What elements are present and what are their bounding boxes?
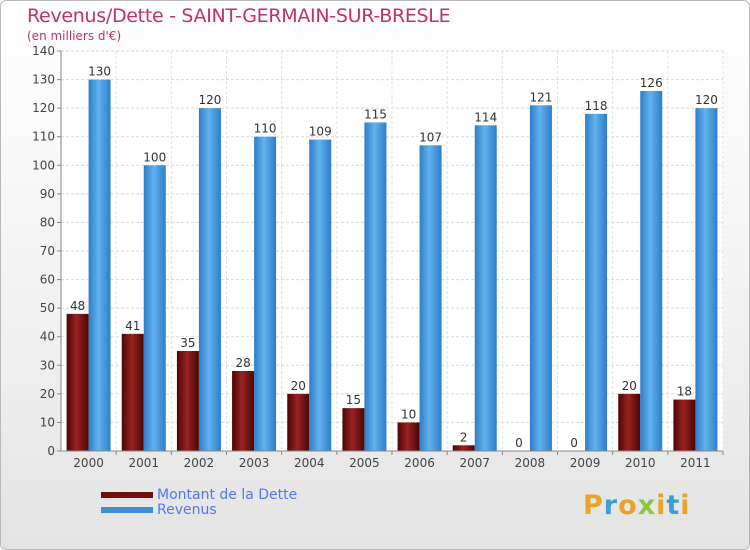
y-tick-label: 140: [32, 44, 55, 58]
x-tick-label: 2005: [349, 456, 380, 470]
bar-dette: [66, 313, 89, 451]
value-label: 20: [291, 379, 306, 393]
logo-letter: P: [583, 490, 604, 521]
value-label: 120: [198, 93, 221, 107]
value-label: 114: [474, 110, 497, 124]
y-tick-label: 110: [32, 130, 55, 144]
bar-revenus: [640, 91, 663, 451]
y-tick-label: 130: [32, 73, 55, 87]
x-tick-label: 2007: [459, 456, 490, 470]
y-tick-label: 10: [40, 415, 55, 429]
x-tick-label: 2000: [73, 456, 104, 470]
bar-revenus: [143, 165, 166, 452]
y-tick-label: 80: [40, 215, 55, 229]
y-tick-label: 60: [40, 273, 55, 287]
chart-subtitle: (en milliers d'€): [27, 29, 122, 43]
bar-dette: [673, 399, 696, 451]
value-label: 20: [622, 379, 637, 393]
bar-dette: [342, 408, 365, 451]
legend-item-dette: Montant de la Dette: [101, 486, 298, 503]
logo-letter: x: [637, 490, 657, 521]
value-label: 0: [515, 436, 523, 450]
legend: Montant de la Dette Revenus: [101, 486, 298, 518]
value-label: 120: [695, 93, 718, 107]
grid: [60, 50, 724, 452]
bar-revenus: [695, 108, 718, 452]
bar-revenus: [364, 122, 387, 451]
logo-letter: i: [656, 490, 667, 521]
value-label: 35: [180, 336, 195, 350]
value-label: 2: [460, 430, 468, 444]
legend-item-revenus: Revenus: [101, 501, 297, 518]
value-label: 130: [88, 65, 111, 79]
bar-dette: [618, 393, 641, 451]
bar-revenus: [254, 136, 277, 451]
bar-dette: [232, 371, 255, 451]
y-tick-label: 0: [47, 444, 55, 458]
y-tick-label: 20: [40, 387, 55, 401]
value-label: 10: [401, 407, 416, 421]
value-label: 0: [570, 436, 578, 450]
bar-dette: [121, 333, 144, 451]
logo-letter: i: [680, 490, 691, 521]
y-tick-label: 120: [32, 101, 55, 115]
x-tick-label: 2002: [184, 456, 215, 470]
bar-dette: [176, 351, 199, 451]
value-label: 126: [640, 76, 663, 90]
bar-revenus: [474, 125, 497, 452]
x-tick-label: 2010: [625, 456, 656, 470]
logo-letter: r: [603, 490, 619, 521]
value-label: 28: [235, 356, 250, 370]
bars: [66, 79, 718, 452]
x-tick-label: 2009: [570, 456, 601, 470]
y-tick-label: 90: [40, 187, 55, 201]
bar-revenus: [529, 105, 552, 452]
value-label: 121: [529, 90, 552, 104]
value-label: 107: [419, 130, 442, 144]
value-labels: 48 130 41 100 35 120 28 110 20 109 15 115 10 107 2 114 0…: [70, 65, 718, 450]
value-label: 109: [309, 125, 332, 139]
y-tick-label: 50: [40, 301, 55, 315]
chart-title: Revenus/Dette - SAINT-GERMAIN-SUR-BRESLE: [27, 5, 451, 27]
x-tick-label: 2006: [404, 456, 435, 470]
legend-label-dette: Montant de la Dette: [157, 486, 298, 503]
x-tick-label: 2001: [128, 456, 159, 470]
bar-dette: [287, 393, 310, 451]
legend-label-revenus: Revenus: [157, 501, 217, 518]
y-tick-label: 70: [40, 244, 55, 258]
x-tick-label: 2011: [680, 456, 711, 470]
logo-letter: o: [618, 490, 638, 521]
bar-revenus: [88, 79, 111, 452]
value-label: 41: [125, 319, 140, 333]
value-label: 100: [143, 150, 166, 164]
value-label: 15: [346, 393, 361, 407]
bar-dette: [397, 422, 420, 451]
x-tick-label: 2004: [294, 456, 325, 470]
value-label: 48: [70, 299, 85, 313]
bar-revenus: [309, 139, 332, 452]
x-tick-label: 2008: [515, 456, 546, 470]
value-label: 18: [677, 385, 692, 399]
y-tick-label: 30: [40, 358, 55, 372]
value-label: 115: [364, 107, 387, 121]
logo-letter: t: [666, 490, 681, 521]
x-tick-label: 2003: [239, 456, 270, 470]
bar-dette: [452, 445, 475, 451]
value-label: 110: [254, 122, 277, 136]
bar-revenus: [585, 113, 608, 451]
y-tick-label: 100: [32, 158, 55, 172]
proxiti-logo: Proxiti: [583, 490, 691, 521]
legend-swatch-dette: [101, 491, 153, 498]
bar-revenus: [419, 145, 442, 452]
value-label: 118: [585, 99, 608, 113]
y-tick-label: 40: [40, 330, 55, 344]
legend-swatch-revenus: [101, 506, 153, 513]
bar-revenus: [198, 108, 221, 452]
